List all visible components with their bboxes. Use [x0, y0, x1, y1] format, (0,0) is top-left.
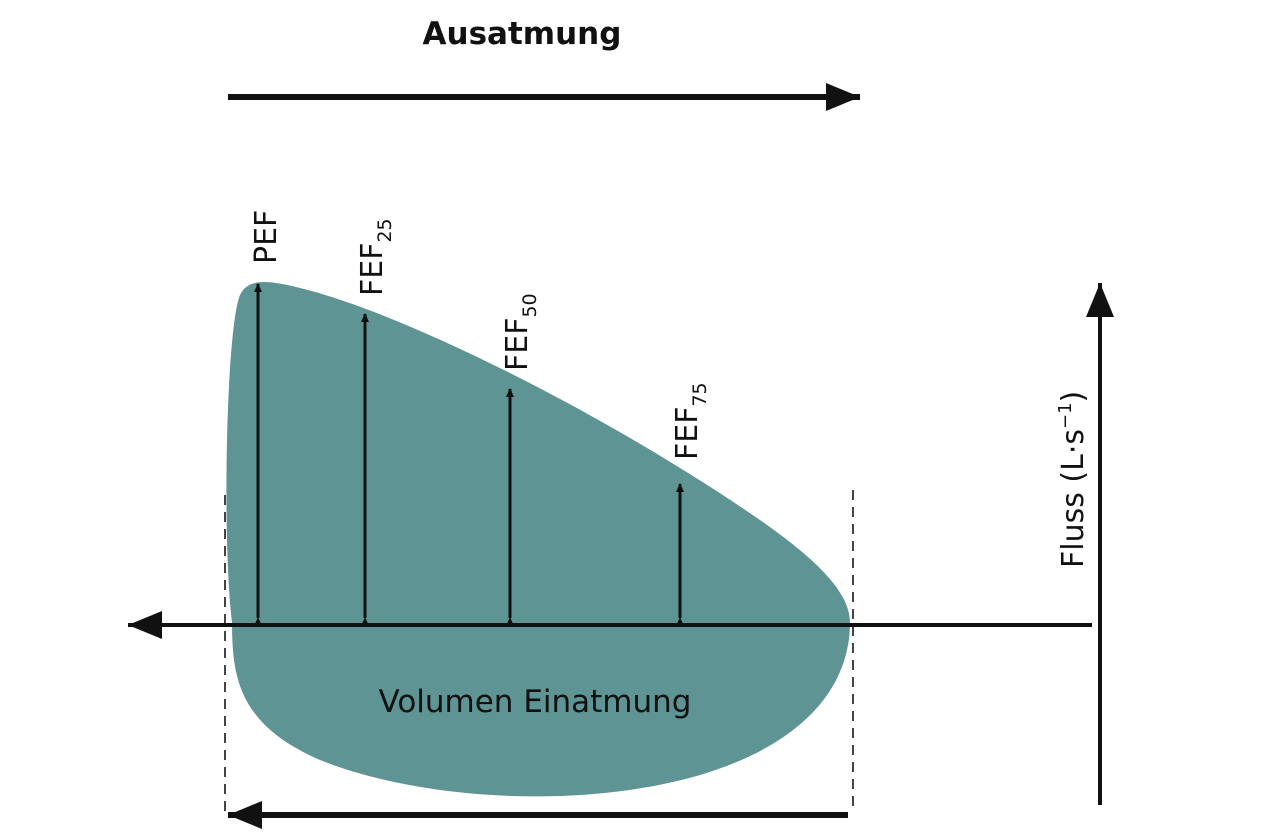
marker-label: FEF75 — [670, 382, 711, 460]
marker-label: PEF — [249, 210, 284, 264]
marker-subscript: 25 — [374, 218, 396, 242]
axis-text: Fluss (L·s — [1056, 429, 1091, 568]
marker-label: FEF50 — [500, 293, 541, 371]
marker-subscript: 50 — [519, 293, 541, 317]
title: Ausatmung — [423, 16, 622, 52]
marker-subscript: 75 — [689, 382, 711, 406]
marker-text: FEF — [670, 407, 705, 460]
measure-arrows — [254, 283, 684, 626]
axis-text: ) — [1056, 391, 1091, 403]
area-label: Volumen Einatmung — [379, 684, 692, 720]
marker-label: FEF25 — [355, 218, 396, 296]
flow-volume-loop — [226, 282, 851, 797]
marker-text: FEF — [500, 318, 535, 371]
axis-superscript: −1 — [1055, 402, 1076, 429]
flow-axis-label: Fluss (L·s−1) — [1055, 391, 1091, 568]
marker-text: PEF — [249, 210, 284, 264]
marker-text: FEF — [355, 243, 390, 296]
